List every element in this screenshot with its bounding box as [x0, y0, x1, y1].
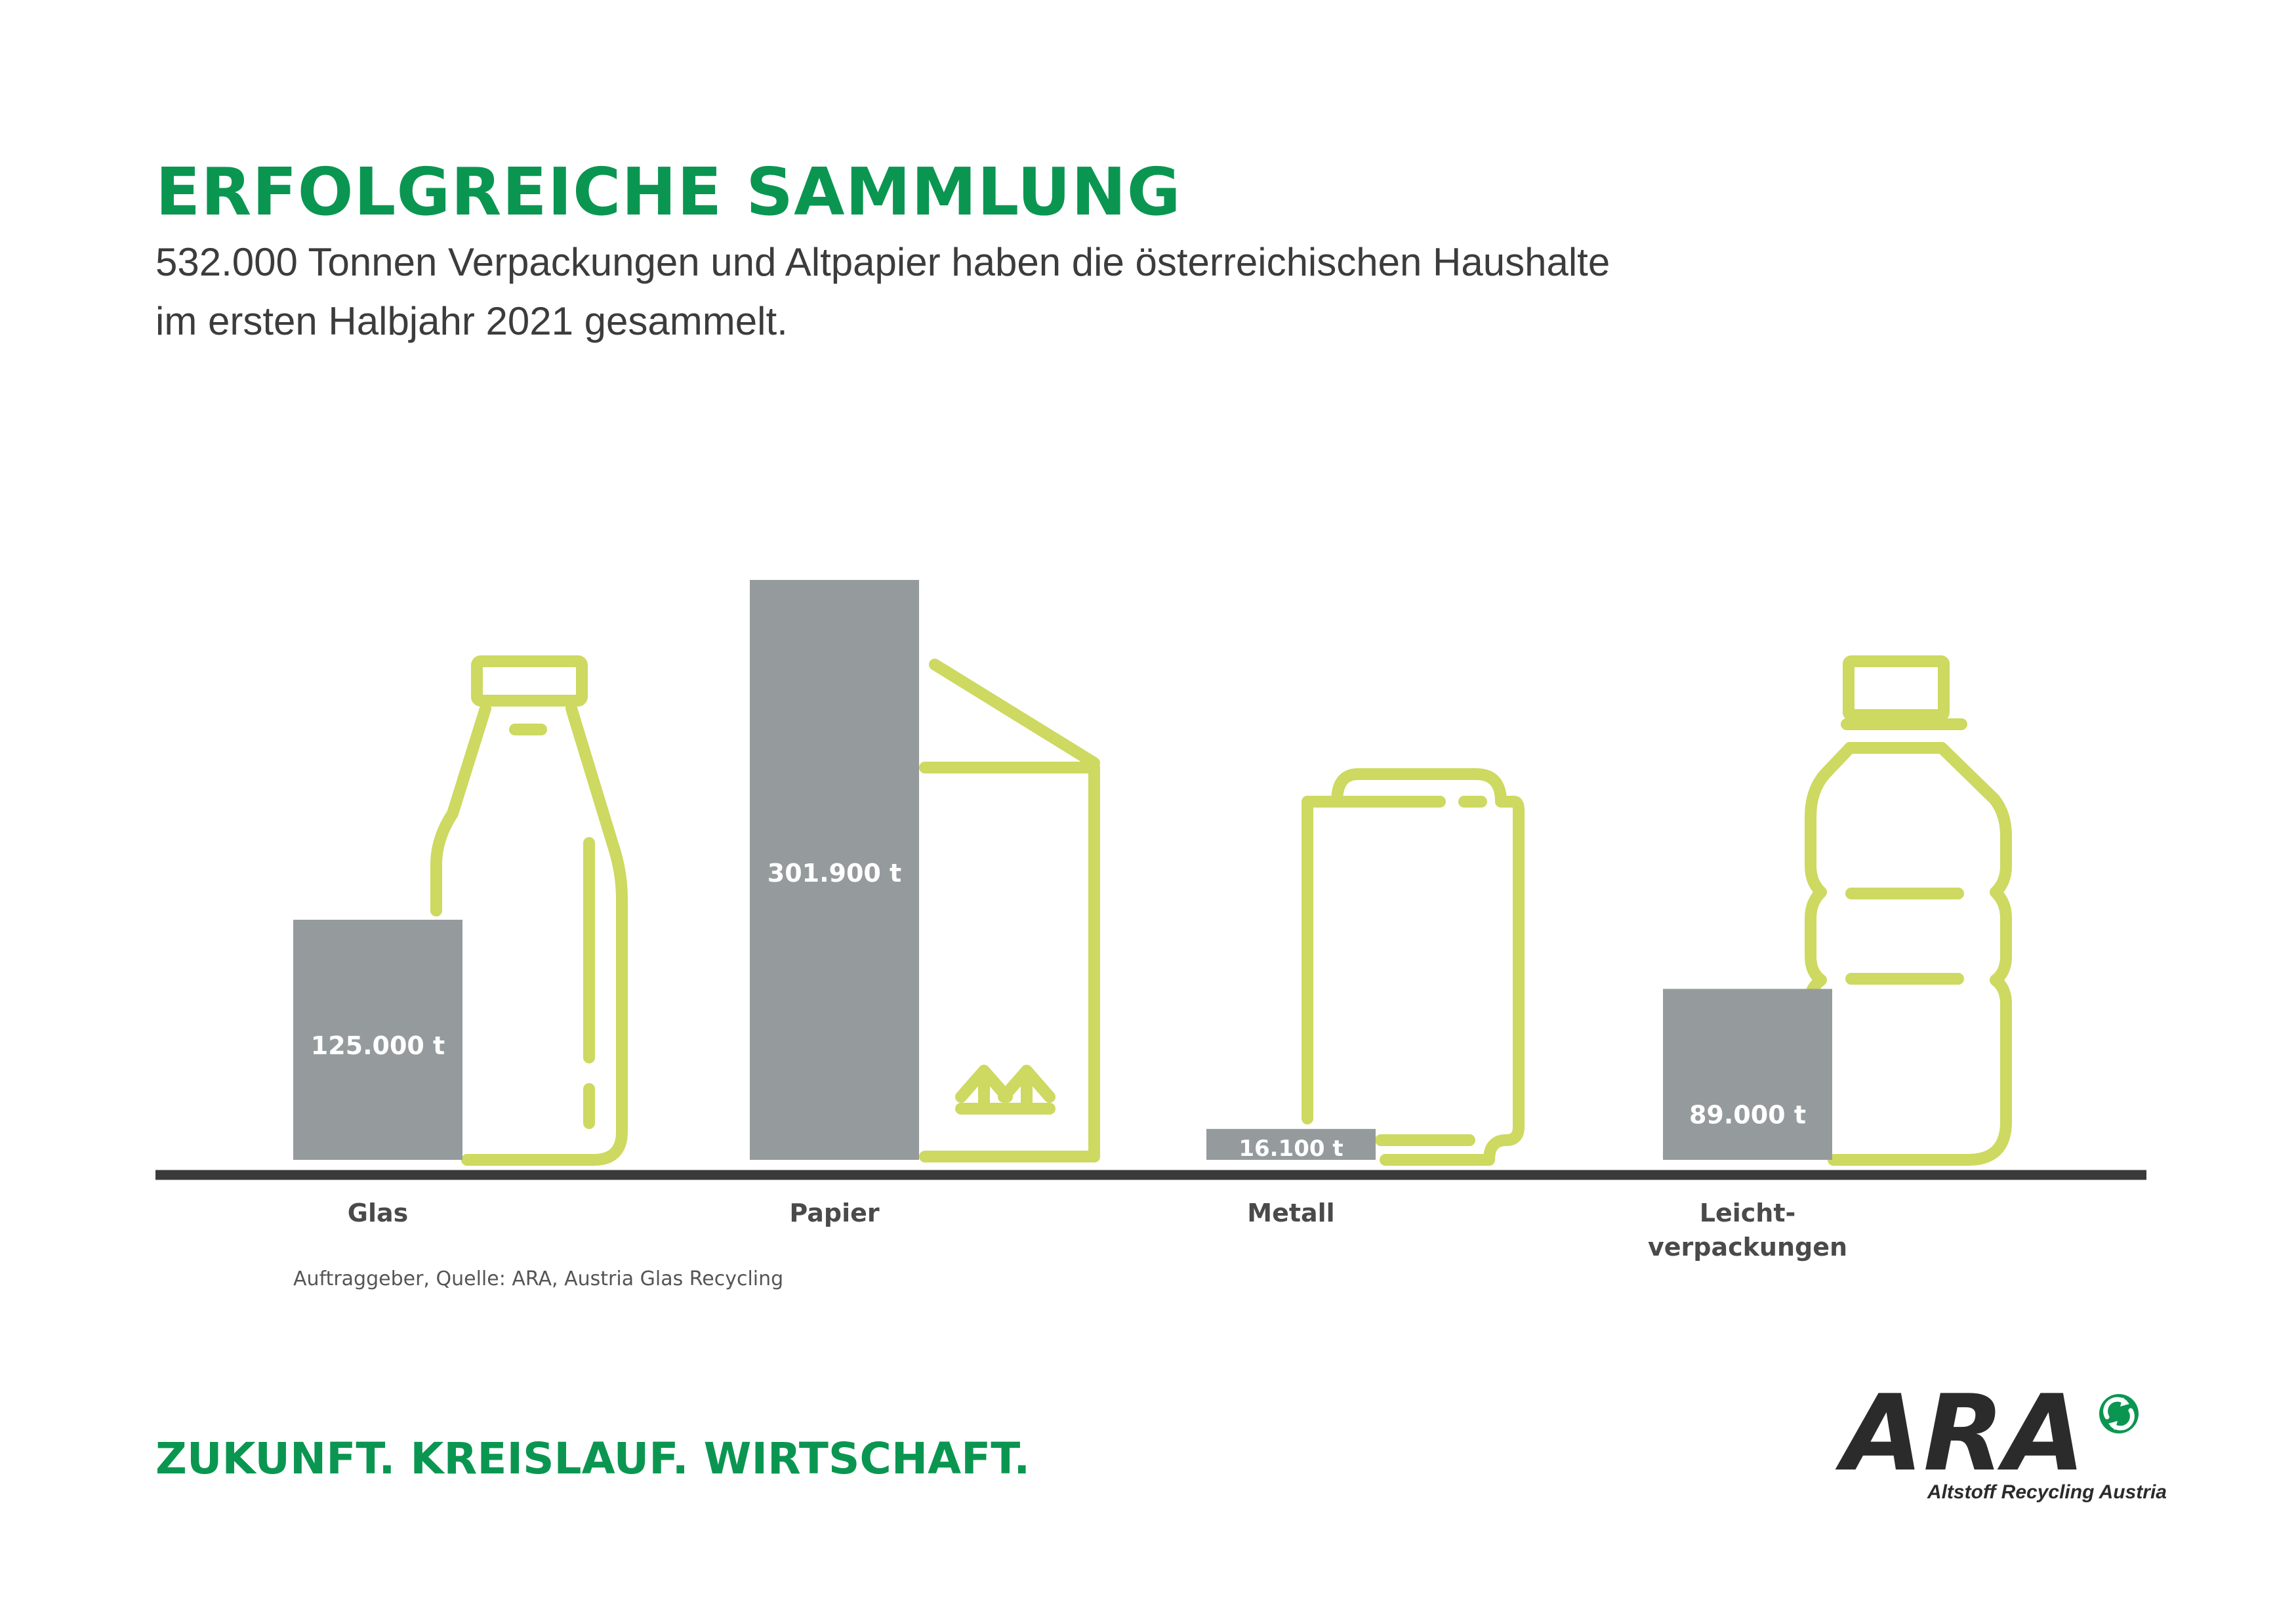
subtitle-line-1: 532.000 Tonnen Verpackungen und Altpapie… [155, 240, 1610, 284]
recycling-icon [2099, 1394, 2139, 1433]
page-title: ERFOLGREICHE SAMMLUNG [155, 154, 1181, 230]
bar-labels-group: 125.000 t 301.900 t 16.100 t 89.000 t [311, 859, 1806, 1162]
paper-box-icon [919, 659, 1100, 1162]
slogan: ZUKUNFT. KREISLAUF. WIRTSCHAFT. [155, 1433, 1031, 1484]
bar-label-leicht-verpackungen: 89.000 t [1689, 1100, 1806, 1129]
ara-logo: ARA [1835, 1372, 2139, 1494]
bar-papier [750, 580, 919, 1160]
category-labels-group: Glas Papier Metall Leicht-verpackungen [348, 1199, 1847, 1262]
bar-label-metall: 16.100 t [1239, 1136, 1343, 1162]
bar-glas [293, 919, 462, 1160]
metal-can-icon [1302, 768, 1525, 1166]
category-label-papier: Papier [789, 1199, 879, 1227]
bars-group [293, 580, 1832, 1160]
bar-metall [1206, 1128, 1376, 1160]
category-label-glas: Glas [348, 1199, 408, 1227]
logo-subtitle: Altstoff Recycling Austria [1927, 1481, 2167, 1503]
page-subtitle: 532.000 Tonnen Verpackungen und Altpapie… [155, 233, 1861, 351]
plastic-bottle-icon [1805, 655, 2012, 1166]
source-note: Auftraggeber, Quelle: ARA, Austria Glas … [293, 1267, 784, 1290]
category-label-metall: Metall [1247, 1199, 1334, 1227]
subtitle-line-2: im ersten Halbjahr 2021 gesammelt. [155, 299, 788, 343]
glass-bottle-icon [430, 655, 628, 1166]
logo-text: ARA [1835, 1372, 2085, 1494]
bar-leicht-verpackungen [1663, 989, 1832, 1160]
category-label-leicht-verpackungen-2: verpackungen [1648, 1233, 1847, 1262]
category-label-leicht-verpackungen-1: Leicht- [1700, 1199, 1796, 1227]
bar-label-papier: 301.900 t [768, 859, 901, 888]
bar-label-glas: 125.000 t [311, 1031, 445, 1060]
